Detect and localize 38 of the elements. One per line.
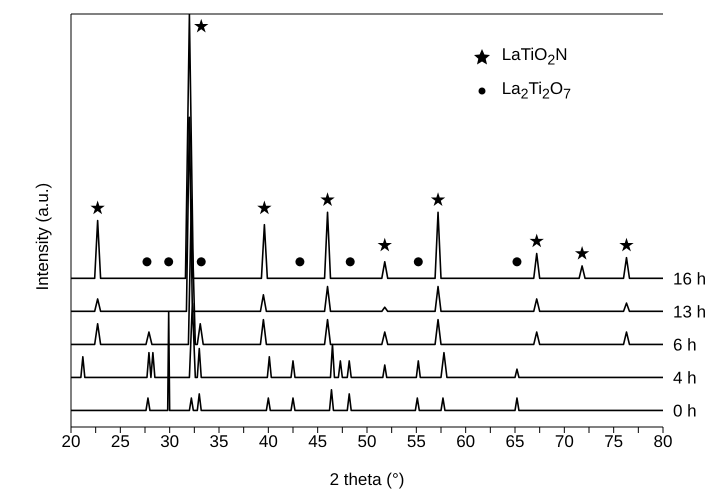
point <box>574 246 590 260</box>
point <box>196 257 206 266</box>
x-tick-label: 55 <box>406 432 426 452</box>
x-tick-label: 45 <box>308 432 328 452</box>
point <box>512 257 522 266</box>
point <box>378 238 392 252</box>
x-tick-label: 80 <box>654 432 672 452</box>
point <box>164 257 174 266</box>
series-label: 0 h <box>673 401 697 420</box>
point <box>295 257 304 266</box>
x-tick-label: 60 <box>456 432 476 452</box>
series-label: 16 h <box>673 269 706 288</box>
x-tick-label: 40 <box>258 432 278 452</box>
series-label: 4 h <box>673 368 697 388</box>
x-tick-label: 75 <box>604 432 624 452</box>
point <box>194 18 208 32</box>
series-label: 6 h <box>673 335 697 354</box>
x-tick-label: 30 <box>160 432 180 452</box>
legend-label: LaTiO$_{2}$N <box>502 45 568 69</box>
x-tick-label: 25 <box>110 432 130 452</box>
x-tick-label: 70 <box>554 432 574 452</box>
point <box>430 192 446 206</box>
x-tick-label: 65 <box>506 432 524 452</box>
point <box>90 200 105 214</box>
x-tick-label: 50 <box>358 432 376 452</box>
point <box>619 238 634 252</box>
point <box>530 234 544 248</box>
series-label: 13 h <box>673 302 706 322</box>
point <box>257 200 272 214</box>
x-tick-label: 20 <box>62 432 80 452</box>
point <box>142 257 152 266</box>
point <box>320 192 335 206</box>
point <box>346 257 355 266</box>
legend-label: La$_{2}$Ti$_{2}$O$_{7}$ <box>502 79 571 103</box>
x-axis-title: 2 theta (°) <box>330 470 404 489</box>
point <box>414 257 423 266</box>
x-tick-label: 35 <box>210 432 228 452</box>
y-axis-title: Intensity (a.u.) <box>33 182 52 290</box>
